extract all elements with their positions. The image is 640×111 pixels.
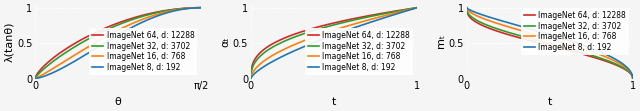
Legend: ImageNet 64, d: 12288, ImageNet 32, d: 3702, ImageNet 16, d: 768, ImageNet 8, d:: ImageNet 64, d: 12288, ImageNet 32, d: 3… bbox=[520, 8, 629, 55]
X-axis label: t: t bbox=[548, 97, 552, 107]
Legend: ImageNet 64, d: 12288, ImageNet 32, d: 3702, ImageNet 16, d: 768, ImageNet 8, d:: ImageNet 64, d: 12288, ImageNet 32, d: 3… bbox=[89, 28, 197, 75]
Y-axis label: αₜ: αₜ bbox=[220, 36, 230, 47]
Y-axis label: λ(tanθ): λ(tanθ) bbox=[4, 21, 14, 62]
Legend: ImageNet 64, d: 12288, ImageNet 32, d: 3702, ImageNet 16, d: 768, ImageNet 8, d:: ImageNet 64, d: 12288, ImageNet 32, d: 3… bbox=[305, 28, 413, 75]
X-axis label: t: t bbox=[332, 97, 336, 107]
Y-axis label: mₜ: mₜ bbox=[436, 34, 446, 48]
X-axis label: θ: θ bbox=[115, 97, 122, 107]
